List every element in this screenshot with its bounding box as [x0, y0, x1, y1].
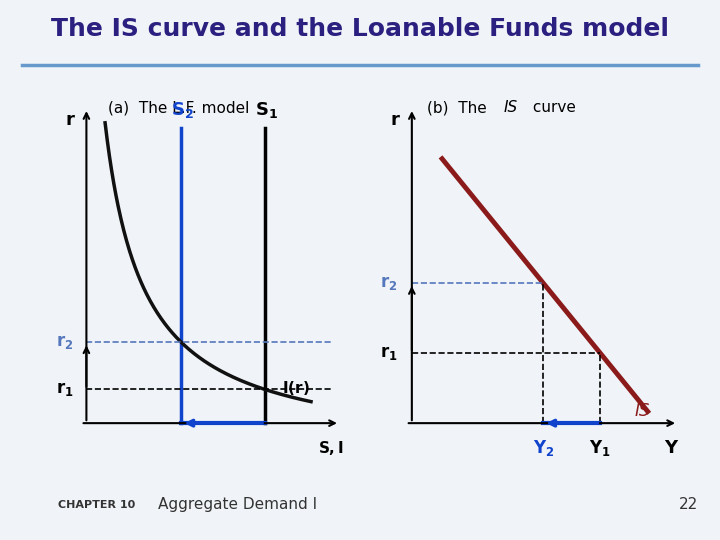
Text: IS: IS [634, 402, 649, 420]
Text: $\mathbf{Y_1}$: $\mathbf{Y_1}$ [590, 438, 611, 458]
Text: CHAPTER 10: CHAPTER 10 [58, 500, 135, 510]
Text: The IS curve and the Loanable Funds model: The IS curve and the Loanable Funds mode… [51, 17, 669, 42]
Text: $\mathbf{r}$: $\mathbf{r}$ [65, 111, 76, 129]
Text: 22: 22 [679, 497, 698, 512]
Text: $\mathbf{S_1}$: $\mathbf{S_1}$ [255, 100, 278, 120]
Text: $\mathbf{r}$: $\mathbf{r}$ [390, 111, 400, 129]
Text: Aggregate Demand I: Aggregate Demand I [158, 497, 318, 512]
Text: $\mathbf{r_1}$: $\mathbf{r_1}$ [56, 381, 73, 399]
Text: (a)  The L.F. model: (a) The L.F. model [108, 100, 249, 116]
Text: curve: curve [528, 100, 576, 116]
Text: $\mathbf{S, I}$: $\mathbf{S, I}$ [318, 440, 344, 457]
Text: $\mathbf{I(r)}$: $\mathbf{I(r)}$ [282, 379, 310, 397]
Text: $\mathbf{r_2}$: $\mathbf{r_2}$ [380, 274, 398, 292]
Text: (b)  The: (b) The [427, 100, 492, 116]
Text: $\mathbf{r_2}$: $\mathbf{r_2}$ [56, 334, 73, 352]
Text: $\mathbf{r_1}$: $\mathbf{r_1}$ [380, 344, 398, 362]
Text: $\mathbf{S_2}$: $\mathbf{S_2}$ [171, 100, 194, 120]
Text: $\mathbf{Y_2}$: $\mathbf{Y_2}$ [533, 438, 554, 458]
Text: $\mathbf{Y}$: $\mathbf{Y}$ [665, 440, 680, 457]
Text: IS: IS [504, 100, 518, 116]
